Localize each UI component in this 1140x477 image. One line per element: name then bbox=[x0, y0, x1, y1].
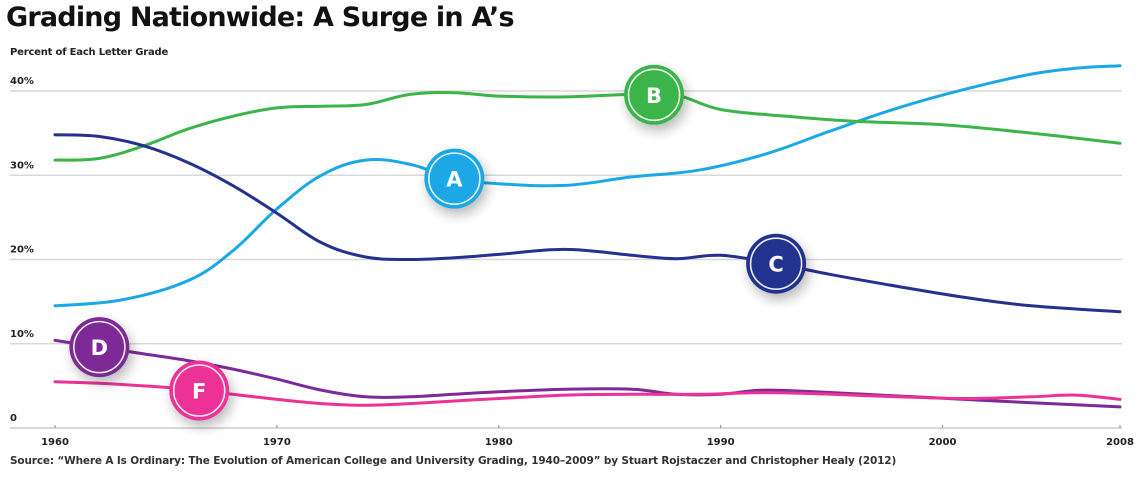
x-tick-label: 2000 bbox=[929, 437, 957, 448]
y-axis-ticks: 0 10% 20% 30% 40% bbox=[10, 76, 34, 424]
y-tick-label: 40% bbox=[10, 76, 34, 87]
y-axis-label: Percent of Each Letter Grade bbox=[10, 47, 169, 58]
series-badge-label: B bbox=[646, 84, 662, 108]
source-note: Source: “Where A Is Ordinary: The Evolut… bbox=[10, 455, 897, 467]
x-tick-label: 1960 bbox=[41, 437, 69, 448]
series-badge-f: F bbox=[169, 360, 230, 421]
x-tick-label: 1980 bbox=[485, 437, 513, 448]
series-badge-label: C bbox=[768, 253, 783, 277]
series-badge-c: C bbox=[746, 233, 807, 294]
series-badge-a: A bbox=[424, 148, 485, 209]
x-axis-ticks: 1960 1970 1980 1990 2000 2008 bbox=[41, 425, 1134, 448]
x-tick-label: 1970 bbox=[263, 437, 291, 448]
series-badge-b: B bbox=[624, 64, 685, 125]
y-tick-label: 30% bbox=[10, 160, 34, 171]
series-labels: A B C D F bbox=[69, 64, 807, 421]
series-badge-label: A bbox=[446, 168, 463, 192]
gridlines bbox=[10, 90, 1122, 429]
series-line-a bbox=[53, 64, 1122, 308]
x-tick-label: 1990 bbox=[707, 437, 735, 448]
series-badge-d: D bbox=[69, 317, 130, 378]
series-line-b bbox=[53, 91, 1122, 162]
series-badge-label: F bbox=[192, 380, 206, 404]
series-lines bbox=[53, 64, 1122, 409]
chart-title: Grading Nationwide: A Surge in A’s bbox=[6, 2, 515, 33]
series-badge-label: D bbox=[91, 336, 108, 360]
y-tick-label: 0 bbox=[10, 413, 17, 424]
y-tick-label: 20% bbox=[10, 245, 34, 256]
series-line-c bbox=[53, 133, 1122, 314]
y-tick-label: 10% bbox=[10, 329, 34, 340]
x-tick-label: 2008 bbox=[1106, 437, 1134, 448]
